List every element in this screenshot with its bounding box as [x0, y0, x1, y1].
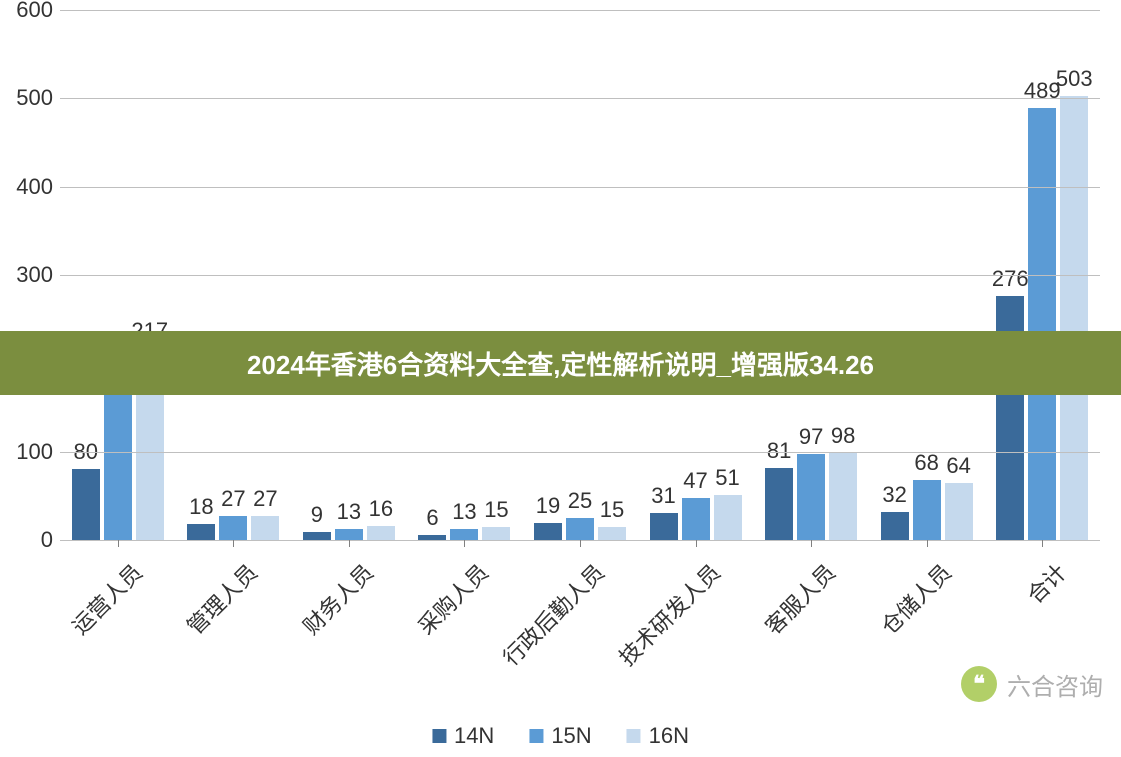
- legend: 14N 15N 16N: [432, 723, 689, 749]
- x-tick: [464, 540, 465, 547]
- bar-value-label: 15: [600, 497, 624, 523]
- legend-item: 16N: [627, 723, 689, 749]
- gridline: [60, 275, 1100, 276]
- y-tick-label: 400: [3, 174, 53, 200]
- gridline: [60, 10, 1100, 11]
- wechat-icon: ❝: [961, 666, 997, 702]
- x-tick: [811, 540, 812, 547]
- bar-value-label: 503: [1056, 66, 1093, 92]
- overlay-banner: 2024年香港6合资料大全查,定性解析说明_增强版34.26: [0, 331, 1121, 395]
- bar-value-label: 16: [369, 496, 393, 522]
- x-tick: [349, 540, 350, 547]
- bar-value-label: 15: [484, 497, 508, 523]
- y-tick-label: 0: [3, 527, 53, 553]
- bar-value-label: 13: [337, 499, 361, 525]
- legend-item: 14N: [432, 723, 494, 749]
- legend-label: 16N: [649, 723, 689, 749]
- bar-value-label: 51: [715, 465, 739, 491]
- x-tick: [233, 540, 234, 547]
- bar-value-label: 27: [221, 486, 245, 512]
- gridline: [60, 187, 1100, 188]
- bar-value-label: 68: [914, 450, 938, 476]
- x-tick: [580, 540, 581, 547]
- banner-text: 2024年香港6合资料大全查,定性解析说明_增强版34.26: [247, 345, 874, 382]
- bar: [219, 516, 247, 540]
- watermark: ❝ 六合咨询: [961, 666, 1103, 702]
- bar: [913, 480, 941, 540]
- y-tick-label: 600: [3, 0, 53, 23]
- legend-label: 14N: [454, 723, 494, 749]
- bar-value-label: 97: [799, 424, 823, 450]
- bar: [335, 529, 363, 540]
- legend-label: 15N: [551, 723, 591, 749]
- legend-item: 15N: [529, 723, 591, 749]
- y-tick-label: 500: [3, 85, 53, 111]
- bar-value-label: 98: [831, 423, 855, 449]
- legend-swatch: [627, 729, 641, 743]
- gridline: [60, 98, 1100, 99]
- legend-swatch: [529, 729, 543, 743]
- bar-value-label: 13: [452, 499, 476, 525]
- y-tick-label: 300: [3, 262, 53, 288]
- x-tick: [696, 540, 697, 547]
- bar: [1028, 108, 1056, 540]
- x-tick: [927, 540, 928, 547]
- bar: [1060, 96, 1088, 540]
- bar-value-label: 64: [946, 453, 970, 479]
- bar-value-label: 276: [992, 266, 1029, 292]
- bar-value-label: 25: [568, 488, 592, 514]
- x-tick: [1042, 540, 1043, 547]
- bar-value-label: 27: [253, 486, 277, 512]
- y-tick-label: 100: [3, 439, 53, 465]
- x-tick: [118, 540, 119, 547]
- bar: [682, 498, 710, 540]
- bar: [566, 518, 594, 540]
- gridline: [60, 452, 1100, 453]
- chart-container: 8019921718272791316613151925153147518197…: [0, 0, 1121, 757]
- legend-swatch: [432, 729, 446, 743]
- bar: [450, 529, 478, 540]
- bar: [72, 469, 100, 540]
- watermark-text: 六合咨询: [1007, 667, 1103, 702]
